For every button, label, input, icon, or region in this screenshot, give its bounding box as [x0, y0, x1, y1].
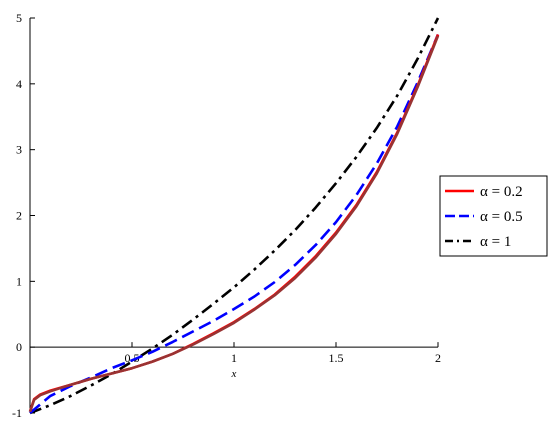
- legend: α = 0.2 α = 0.5 α = 1: [439, 175, 548, 257]
- y-tick-label: 0: [16, 340, 22, 354]
- y-ticks: -1 0 1 2 3 4 5: [12, 11, 35, 420]
- y-tick-label: 1: [16, 274, 22, 288]
- y-tick-label: 2: [16, 209, 22, 223]
- y-tick-label: 4: [16, 77, 22, 91]
- series-line-2: [29, 17, 440, 415]
- series-group: [28, 17, 440, 415]
- x-axis-title: x: [231, 368, 237, 380]
- legend-label: α = 0.2: [480, 184, 523, 200]
- y-tick-label: -1: [12, 406, 22, 420]
- series-line-3: [28, 35, 440, 413]
- x-ticks: 0.5 1 1.5 2: [125, 342, 441, 365]
- x-tick-label: 2: [435, 351, 441, 365]
- series-line-1: [29, 33, 440, 414]
- y-tick-label: 3: [16, 143, 22, 157]
- legend-label: α = 0.5: [480, 209, 523, 225]
- x-tick-label: 1.5: [329, 351, 344, 365]
- legend-box: [439, 175, 548, 257]
- x-tick-label: 1: [231, 351, 237, 365]
- y-tick-label: 5: [16, 11, 22, 25]
- legend-label: α = 1: [480, 234, 511, 250]
- x-tick-label: 0.5: [125, 351, 140, 365]
